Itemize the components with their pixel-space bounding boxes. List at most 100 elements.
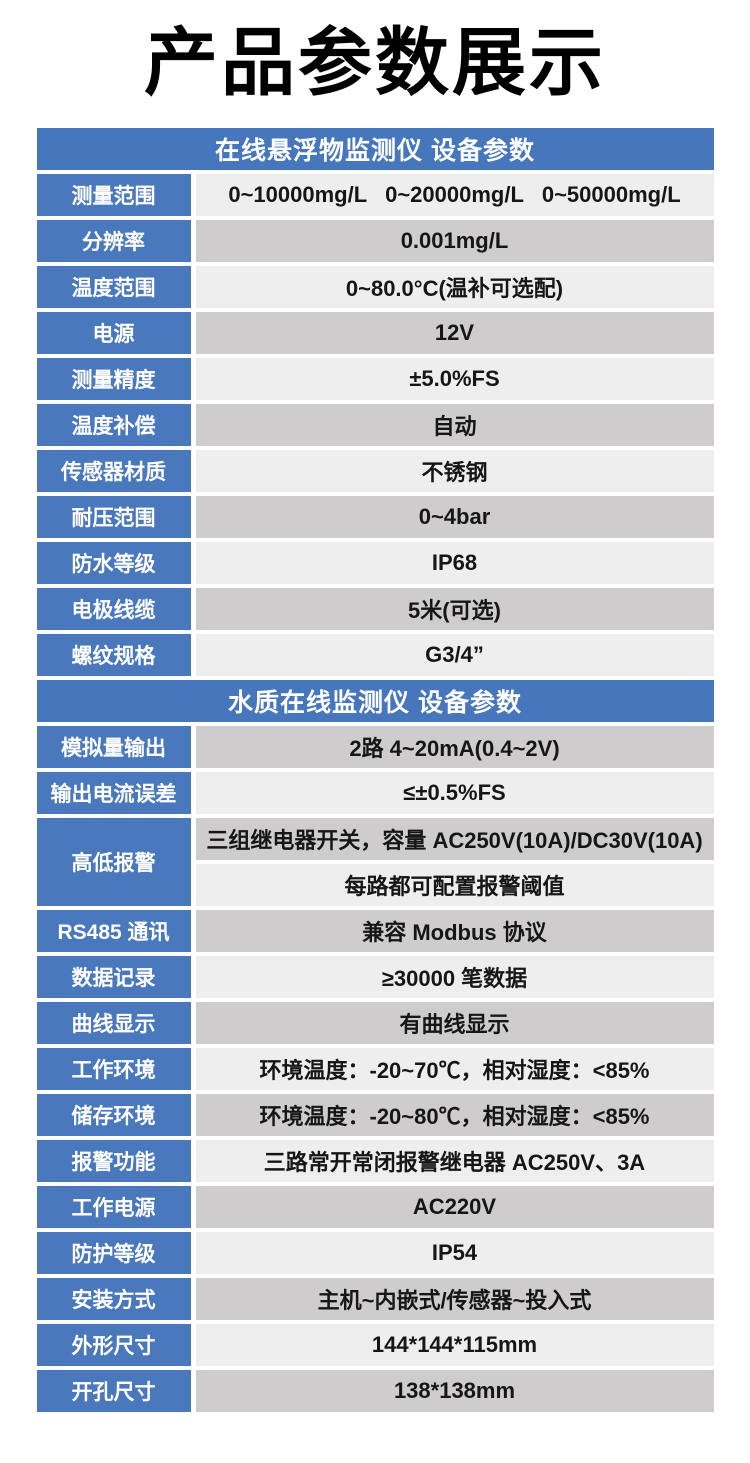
row-value-group: 主机~内嵌式/传感器~投入式	[195, 1278, 714, 1321]
table-row: 外形尺寸 144*144*115mm	[36, 1324, 714, 1367]
row-value: 0~4bar	[195, 496, 714, 539]
row-value: 环境温度：-20~70℃，相对湿度：<85%	[195, 1048, 714, 1091]
table-row: 输出电流误差 ≤±0.5%FS	[36, 772, 714, 815]
row-value: 兼容 Modbus 协议	[195, 910, 714, 953]
row-value-group: 环境温度：-20~80℃，相对湿度：<85%	[195, 1094, 714, 1137]
row-value-group: 自动	[195, 404, 714, 447]
row-label: 测量精度	[36, 358, 191, 401]
row-value: ≤±0.5%FS	[195, 772, 714, 815]
table-row: 传感器材质 不锈钢	[36, 450, 714, 493]
row-label: 安装方式	[36, 1278, 191, 1321]
row-label: 曲线显示	[36, 1002, 191, 1045]
row-value-group: IP68	[195, 542, 714, 585]
table-row: 测量范围 0~10000mg/L 0~20000mg/L 0~50000mg/L	[36, 174, 714, 217]
table-row: 工作环境 环境温度：-20~70℃，相对湿度：<85%	[36, 1048, 714, 1091]
row-value-group: 不锈钢	[195, 450, 714, 493]
page-title: 产品参数展示	[144, 20, 606, 106]
row-value: 有曲线显示	[195, 1002, 714, 1045]
row-value-group: 0.001mg/L	[195, 220, 714, 263]
row-label: RS485 通讯	[36, 910, 191, 953]
row-value-group: ±5.0%FS	[195, 358, 714, 401]
row-value-group: 环境温度：-20~70℃，相对湿度：<85%	[195, 1048, 714, 1091]
section-header: 在线悬浮物监测仪 设备参数	[36, 128, 714, 171]
row-label: 储存环境	[36, 1094, 191, 1137]
row-label: 报警功能	[36, 1140, 191, 1183]
row-value: 0.001mg/L	[195, 220, 714, 263]
row-value-group: 0~10000mg/L 0~20000mg/L 0~50000mg/L	[195, 174, 714, 217]
row-label: 防护等级	[36, 1232, 191, 1275]
table-row: 报警功能 三路常开常闭报警继电器 AC250V、3A	[36, 1140, 714, 1183]
row-value-group: ≥30000 笔数据	[195, 956, 714, 999]
row-value-group: 兼容 Modbus 协议	[195, 910, 714, 953]
row-value: 三路常开常闭报警继电器 AC250V、3A	[195, 1140, 714, 1183]
table-row: 高低报警 三组继电器开关，容量 AC250V(10A)/DC30V(10A) 每路都…	[36, 818, 714, 907]
row-label: 测量范围	[36, 174, 191, 217]
row-value: 0~80.0°C(温补可选配)	[195, 266, 714, 309]
row-value-group: 12V	[195, 312, 714, 355]
table-row: RS485 通讯 兼容 Modbus 协议	[36, 910, 714, 953]
row-value: ±5.0%FS	[195, 358, 714, 401]
row-label: 输出电流误差	[36, 772, 191, 815]
row-value: AC220V	[195, 1186, 714, 1229]
row-value: 5米(可选)	[195, 588, 714, 631]
row-value-group: 144*144*115mm	[195, 1324, 714, 1367]
row-label: 螺纹规格	[36, 634, 191, 677]
row-value: 2路 4~20mA(0.4~2V)	[195, 726, 714, 769]
row-label: 耐压范围	[36, 496, 191, 539]
row-value-group: ≤±0.5%FS	[195, 772, 714, 815]
table-row: 测量精度 ±5.0%FS	[36, 358, 714, 401]
row-label: 防水等级	[36, 542, 191, 585]
table-row: 耐压范围 0~4bar	[36, 496, 714, 539]
row-value: ≥30000 笔数据	[195, 956, 714, 999]
table-row: 数据记录 ≥30000 笔数据	[36, 956, 714, 999]
row-value: 12V	[195, 312, 714, 355]
table-row: 安装方式 主机~内嵌式/传感器~投入式	[36, 1278, 714, 1321]
row-value: 三组继电器开关，容量 AC250V(10A)/DC30V(10A)	[195, 818, 714, 861]
row-value: 主机~内嵌式/传感器~投入式	[195, 1278, 714, 1321]
table-row: 温度补偿 自动	[36, 404, 714, 447]
row-label: 工作环境	[36, 1048, 191, 1091]
table-row: 螺纹规格 G3/4”	[36, 634, 714, 677]
table-row: 开孔尺寸 138*138mm	[36, 1370, 714, 1413]
table-row: 防水等级 IP68	[36, 542, 714, 585]
row-value-group: 有曲线显示	[195, 1002, 714, 1045]
row-value: 138*138mm	[195, 1370, 714, 1413]
table-row: 曲线显示 有曲线显示	[36, 1002, 714, 1045]
row-value: 自动	[195, 404, 714, 447]
row-label: 温度范围	[36, 266, 191, 309]
product-spec-table: 在线悬浮物监测仪 设备参数 测量范围 0~10000mg/L 0~20000mg/L…	[36, 128, 714, 1413]
row-value-group: AC220V	[195, 1186, 714, 1229]
row-value: 环境温度：-20~80℃，相对湿度：<85%	[195, 1094, 714, 1137]
row-value-group: G3/4”	[195, 634, 714, 677]
row-label: 分辨率	[36, 220, 191, 263]
row-label: 外形尺寸	[36, 1324, 191, 1367]
row-value-group: 5米(可选)	[195, 588, 714, 631]
row-value: IP54	[195, 1232, 714, 1275]
row-value-group: 0~4bar	[195, 496, 714, 539]
row-label: 数据记录	[36, 956, 191, 999]
row-label: 开孔尺寸	[36, 1370, 191, 1413]
row-value-group: 0~80.0°C(温补可选配)	[195, 266, 714, 309]
row-value: 每路都可配置报警阈值	[195, 864, 714, 907]
table-row: 防护等级 IP54	[36, 1232, 714, 1275]
row-value-group: 三组继电器开关，容量 AC250V(10A)/DC30V(10A) 每路都可配置报…	[195, 818, 714, 907]
table-row: 储存环境 环境温度：-20~80℃，相对湿度：<85%	[36, 1094, 714, 1137]
row-label: 传感器材质	[36, 450, 191, 493]
row-label: 工作电源	[36, 1186, 191, 1229]
row-label: 温度补偿	[36, 404, 191, 447]
table-row: 电极线缆 5米(可选)	[36, 588, 714, 631]
table-row: 温度范围 0~80.0°C(温补可选配)	[36, 266, 714, 309]
table-row: 模拟量输出 2路 4~20mA(0.4~2V)	[36, 726, 714, 769]
row-label: 电极线缆	[36, 588, 191, 631]
row-value-group: 2路 4~20mA(0.4~2V)	[195, 726, 714, 769]
row-value: 不锈钢	[195, 450, 714, 493]
table-row: 分辨率 0.001mg/L	[36, 220, 714, 263]
table-row: 工作电源 AC220V	[36, 1186, 714, 1229]
table-row: 电源 12V	[36, 312, 714, 355]
row-value: IP68	[195, 542, 714, 585]
row-value: 144*144*115mm	[195, 1324, 714, 1367]
row-label: 模拟量输出	[36, 726, 191, 769]
section-header: 水质在线监测仪 设备参数	[36, 680, 714, 723]
row-label: 电源	[36, 312, 191, 355]
